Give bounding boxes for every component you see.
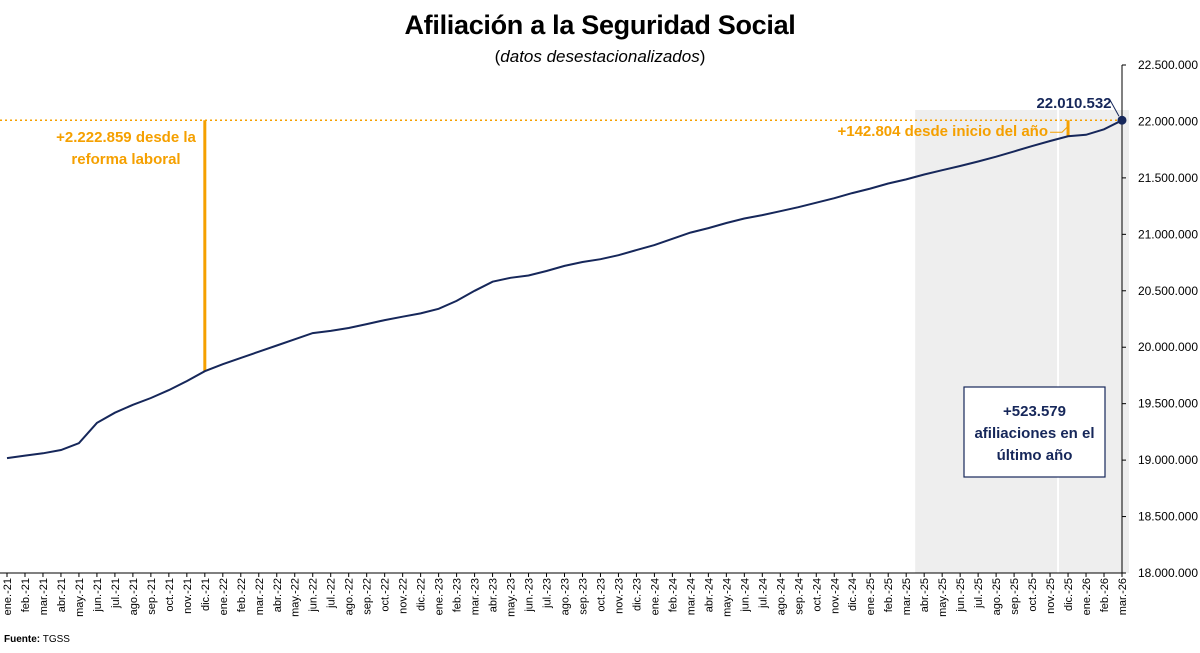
x-tick-label: mar.-24 (685, 578, 697, 615)
y-tick-label: 21.500.000 (1138, 171, 1198, 185)
last-value-label: 22.010.532 (1036, 95, 1111, 112)
x-tick-label: jun.-23 (524, 578, 536, 613)
y-tick-label: 22.000.000 (1138, 114, 1198, 128)
x-tick-label: sep.-22 (362, 578, 374, 615)
x-tick-label: ago.-24 (775, 578, 787, 615)
x-tick-label: ene.-25 (865, 578, 877, 615)
x-tick-label: nov.-22 (398, 578, 410, 614)
x-tick-label: abr.-22 (272, 578, 284, 612)
x-tick-label: ene.-23 (434, 578, 446, 615)
x-tick-label: abr.-25 (919, 578, 931, 612)
x-tick-label: abr.-24 (703, 578, 715, 612)
y-tick-label: 20.500.000 (1138, 284, 1198, 298)
x-tick-label: abr.-21 (56, 578, 68, 612)
y-tick-label: 18.000.000 (1138, 566, 1198, 580)
x-tick-label: jul.-24 (757, 578, 769, 609)
x-tick-label: ene.-24 (649, 578, 661, 615)
ultimo-ano-line2: afiliaciones en el (974, 425, 1094, 442)
x-tick-label: oct.-25 (1027, 578, 1039, 612)
x-tick-label: jun.-24 (739, 578, 751, 613)
x-tick-label: mar.-22 (254, 578, 266, 615)
x-tick-label: feb.-21 (20, 578, 32, 612)
shaded-period-2 (1059, 110, 1129, 573)
x-tick-label: nov.-24 (829, 578, 841, 614)
x-tick-label: jul.-23 (542, 578, 554, 609)
shaded-period-1 (915, 110, 1058, 573)
x-tick-label: jul.-22 (326, 578, 338, 609)
x-tick-label: may.-23 (506, 578, 518, 617)
x-tick-label: oct.-21 (164, 578, 176, 612)
y-tick-label: 22.500.000 (1138, 58, 1198, 72)
source-note: Fuente: TGSS (4, 634, 70, 645)
x-tick-label: dic.-23 (631, 578, 643, 611)
x-tick-label: jul.-25 (973, 578, 985, 609)
x-tick-label: ene.-22 (218, 578, 230, 615)
x-tick-label: ago.-22 (344, 578, 356, 615)
ultimo-ano-box (963, 386, 1106, 478)
x-tick-label: ene.-26 (1081, 578, 1093, 615)
x-tick-label: ago.-21 (128, 578, 140, 615)
reforma-annotation-line2: reforma laboral (71, 151, 180, 168)
x-tick-label: dic.-24 (847, 578, 859, 611)
x-tick-label: abr.-23 (488, 578, 500, 612)
x-tick-label: ene.-21 (2, 578, 14, 615)
last-data-point (1117, 115, 1127, 125)
x-tick-label: nov.-23 (613, 578, 625, 614)
y-tick-label: 19.500.000 (1138, 397, 1198, 411)
x-tick-label: jun.-21 (92, 578, 104, 613)
x-tick-label: dic.-25 (1063, 578, 1075, 611)
x-tick-label: oct.-22 (380, 578, 392, 612)
x-tick-label: jun.-25 (955, 578, 967, 613)
x-tick-label: jun.-22 (308, 578, 320, 613)
reforma-annotation-line1: +2.222.859 desde la (56, 129, 196, 146)
y-axis-ticks: 18.000.000 18.500.000 19.000.000 19.500.000… (1122, 58, 1198, 580)
x-tick-label: mar.-21 (38, 578, 50, 615)
series-line (6, 119, 1123, 460)
x-tick-label: feb.-25 (883, 578, 895, 612)
x-tick-label: feb.-26 (1099, 578, 1111, 612)
x-tick-label: sep.-24 (793, 578, 805, 615)
chart-subtitle: (datos desestacionalizados) (494, 47, 706, 66)
x-tick-label: mar.-26 (1117, 578, 1129, 615)
ultimo-ano-line3: último año (997, 447, 1073, 464)
x-tick-label: sep.-25 (1009, 578, 1021, 615)
x-tick-label: ago.-23 (560, 578, 572, 615)
y-tick-label: 18.500.000 (1138, 510, 1198, 524)
x-tick-label: sep.-21 (146, 578, 158, 615)
last-value-leader (1109, 99, 1120, 117)
x-tick-label: nov.-25 (1045, 578, 1057, 614)
inicio-ano-leader (1050, 126, 1068, 133)
x-tick-label: may.-22 (290, 578, 302, 617)
x-tick-label: may.-25 (937, 578, 949, 617)
x-tick-label: sep.-23 (577, 578, 589, 615)
x-tick-label: oct.-23 (595, 578, 607, 612)
x-tick-label: mar.-23 (470, 578, 482, 615)
y-tick-label: 20.000.000 (1138, 340, 1198, 354)
y-tick-label: 19.000.000 (1138, 453, 1198, 467)
x-tick-label: dic.-21 (200, 578, 212, 611)
x-axis-ticks: ene.-21 feb.-21 mar.-21 abr.-21 may.-21 jun.-… (2, 573, 1129, 617)
x-tick-label: mar.-25 (901, 578, 913, 615)
x-tick-label: nov.-21 (182, 578, 194, 614)
x-tick-label: feb.-24 (667, 578, 679, 612)
x-tick-label: jul.-21 (110, 578, 122, 609)
x-tick-label: dic.-22 (416, 578, 428, 611)
x-tick-label: feb.-23 (452, 578, 464, 612)
x-tick-label: may.-24 (721, 578, 733, 617)
ultimo-ano-line1: +523.579 (1003, 403, 1066, 420)
x-tick-label: oct.-24 (811, 578, 823, 612)
x-tick-label: feb.-22 (236, 578, 248, 612)
x-tick-label: ago.-25 (991, 578, 1003, 615)
chart-title: Afiliación a la Seguridad Social (404, 10, 796, 40)
inicio-ano-annotation: +142.804 desde inicio del año (837, 123, 1048, 140)
y-tick-label: 21.000.000 (1138, 227, 1198, 241)
shaded-periods (915, 110, 1129, 573)
x-tick-label: may.-21 (74, 578, 86, 617)
